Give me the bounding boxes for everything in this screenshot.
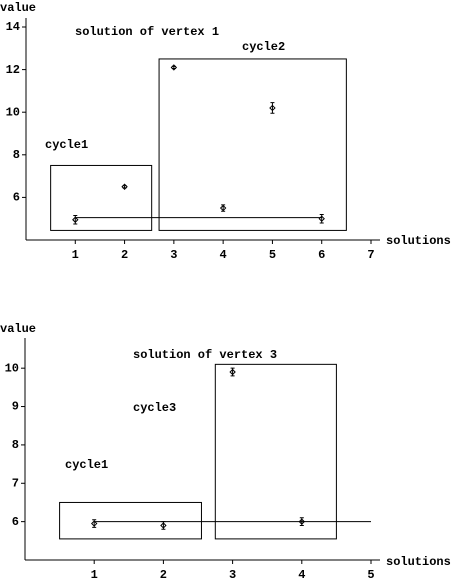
data-point: [90, 520, 98, 527]
cycle-label: cycle3: [133, 401, 176, 415]
cycle-label: cycle1: [45, 138, 88, 152]
x-tick-label: 1: [91, 568, 98, 582]
data-point: [219, 204, 227, 212]
y-axis-label: value: [0, 322, 36, 336]
cycle-label: cycle2: [242, 40, 285, 54]
y-tick-label: 9: [12, 400, 19, 414]
y-tick-label: 7: [12, 476, 19, 490]
y-tick-label: 14: [6, 20, 20, 34]
x-tick-label: 2: [160, 568, 167, 582]
chart-title: solution of vertex 3: [133, 348, 277, 362]
x-tick-label: 1: [72, 248, 79, 262]
x-tick-label: 4: [220, 248, 227, 262]
data-point: [269, 104, 276, 112]
data-point: [160, 522, 167, 529]
data-point: [318, 215, 325, 222]
data-point: [229, 368, 236, 376]
x-tick-label: 6: [318, 248, 325, 262]
x-axis-label: solutions: [386, 234, 451, 248]
x-tick-label: 2: [121, 248, 128, 262]
y-tick-label: 12: [6, 63, 20, 77]
data-point: [72, 216, 79, 223]
x-tick-label: 3: [170, 248, 177, 262]
cycle-box: [158, 58, 347, 231]
x-axis-label: solutions: [386, 555, 451, 569]
error-bar: [270, 102, 275, 114]
y-tick-label: 10: [5, 361, 19, 375]
y-tick-label: 8: [13, 148, 20, 162]
y-tick-label: 8: [12, 438, 19, 452]
data-point: [121, 183, 128, 190]
cycle-box: [59, 501, 202, 540]
cycle-label: cycle1: [65, 458, 108, 472]
cycle-box: [214, 363, 337, 540]
y-axis-label: value: [0, 1, 36, 15]
x-tick-label: 5: [367, 568, 374, 582]
data-point: [298, 518, 306, 525]
chart-title: solution of vertex 1: [75, 25, 219, 39]
x-tick-label: 7: [367, 248, 374, 262]
x-tick-label: 5: [269, 248, 276, 262]
y-tick-label: 6: [13, 191, 20, 205]
x-tick-label: 4: [298, 568, 305, 582]
y-tick-label: 10: [6, 105, 20, 119]
x-tick-label: 3: [229, 568, 236, 582]
y-tick-label: 6: [12, 515, 19, 529]
data-point: [170, 64, 178, 71]
cycle-box: [50, 164, 153, 231]
